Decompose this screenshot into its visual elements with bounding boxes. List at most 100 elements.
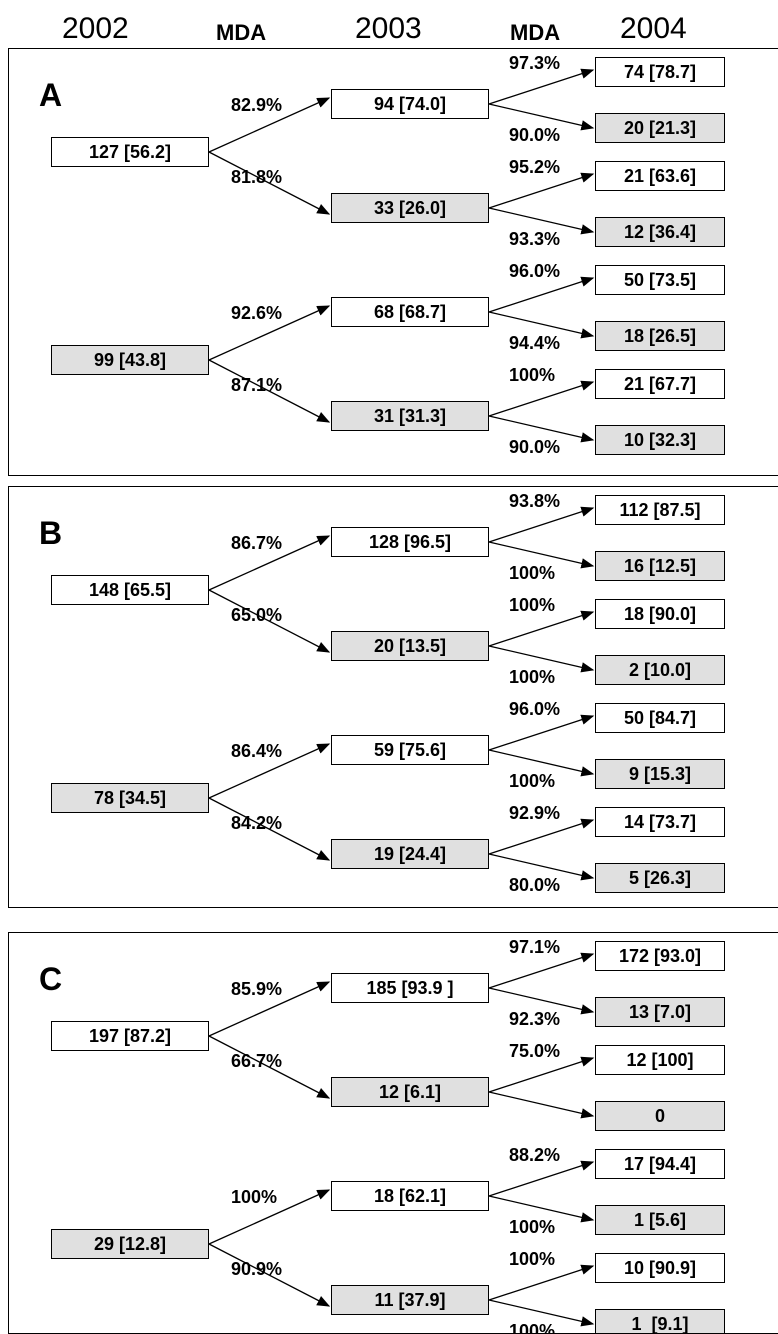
arrow-mid4-to-leaf8 [488,1299,595,1327]
cohort-box-leaf6: 18 [26.5] [595,321,725,351]
cohort-box-leaf3: 12 [100] [595,1045,725,1075]
mda-percent-q4: 93.3% [509,229,561,249]
arrow-mid4-to-leaf7 [488,380,595,417]
arrow-root2-to-mid4 [208,797,331,861]
arrow-root1-to-mid1 [208,981,331,1037]
mda-percent-p3: 100% [231,1187,278,1207]
panel-a: A 127 [56.2] 99 [43.8] 94 [74.0] 33 [26.0] 68… [8,48,778,476]
arrow-mid4-to-leaf7 [488,818,595,855]
header-year-2002: 2002 [62,12,129,45]
cohort-box-root2: 29 [12.8] [51,1229,209,1259]
arrow-layer [208,952,595,1327]
mda-percent-q4: 100% [509,667,556,687]
cohort-box-leaf5: 17 [94.4] [595,1149,725,1179]
mda-percent-q1: 93.8% [509,491,561,511]
cohort-box-mid4: 19 [24.4] [331,839,489,869]
cohort-box-mid2: 12 [6.1] [331,1077,489,1107]
arrow-mid2-to-leaf4 [488,1091,595,1119]
mda-percent-p2: 81.8% [231,167,283,187]
mda-percent-q3: 75.0% [509,1041,561,1061]
cohort-box-mid1: 94 [74.0] [331,89,489,119]
arrow-root1-to-mid1 [208,535,331,591]
cohort-box-root2: 99 [43.8] [51,345,209,375]
mda-percent-p3: 86.4% [231,741,283,761]
mda-percent-q8: 80.0% [509,875,561,895]
arrow-mid2-to-leaf3 [488,172,595,209]
panel-c: C 197 [87.2] 29 [12.8] 185 [93.9 ] 12 [6.1] 1… [8,932,778,1334]
arrow-mid1-to-leaf1 [488,506,595,543]
mda-percent-q5: 96.0% [509,261,561,281]
arrow-mid3-to-leaf5 [488,714,595,751]
cohort-box-leaf5: 50 [84.7] [595,703,725,733]
header-mda-1: MDA [216,20,267,45]
cohort-box-leaf4: 12 [36.4] [595,217,725,247]
mda-percent-q7: 92.9% [509,803,561,823]
cohort-box-root1: 197 [87.2] [51,1021,209,1051]
arrow-layer [208,506,595,881]
mda-percent-p1: 82.9% [231,95,283,115]
arrow-root1-to-mid2 [208,151,331,215]
cohort-box-leaf8: 10 [32.3] [595,425,725,455]
mda-percent-q5: 88.2% [509,1145,561,1165]
mda-percent-p2: 66.7% [231,1051,283,1071]
panel-letter: C [39,961,63,997]
mda-percent-q8: 90.0% [509,437,561,457]
mda-percent-q7: 100% [509,1249,556,1269]
arrow-layer [208,68,595,443]
cohort-box-mid3: 18 [62.1] [331,1181,489,1211]
cohort-box-leaf2: 16 [12.5] [595,551,725,581]
cohort-box-leaf1: 172 [93.0] [595,941,725,971]
cohort-box-mid2: 20 [13.5] [331,631,489,661]
header-mda-2: MDA [510,20,561,45]
cohort-box-leaf1: 112 [87.5] [595,495,725,525]
header-year-2004: 2004 [620,12,687,45]
arrow-mid3-to-leaf5 [488,276,595,313]
arrow-mid3-to-leaf6 [488,1195,595,1223]
arrow-mid3-to-leaf6 [488,749,595,777]
arrow-mid2-to-leaf4 [488,207,595,235]
cohort-box-leaf7: 10 [90.9] [595,1253,725,1283]
arrow-mid4-to-leaf8 [488,415,595,443]
cohort-box-mid3: 59 [75.6] [331,735,489,765]
arrow-root2-to-mid3 [208,1189,331,1245]
cohort-box-leaf5: 50 [73.5] [595,265,725,295]
mda-percent-q8: 100% [509,1321,556,1334]
header-year-2003: 2003 [355,12,422,45]
mda-percent-q3: 95.2% [509,157,561,177]
mda-percent-q2: 100% [509,563,556,583]
arrow-root2-to-mid4 [208,359,331,423]
mda-percent-q1: 97.3% [509,53,561,73]
cohort-box-leaf4: 2 [10.0] [595,655,725,685]
mda-percent-p3: 92.6% [231,303,283,323]
arrow-mid1-to-leaf1 [488,68,595,105]
arrow-mid1-to-leaf1 [488,952,595,989]
arrow-mid3-to-leaf5 [488,1160,595,1197]
cohort-box-leaf7: 21 [67.7] [595,369,725,399]
arrow-mid2-to-leaf4 [488,645,595,673]
mda-percent-q6: 94.4% [509,333,561,353]
mda-percent-q6: 100% [509,771,556,791]
cohort-box-root1: 127 [56.2] [51,137,209,167]
cohort-box-leaf1: 74 [78.7] [595,57,725,87]
arrow-mid2-to-leaf3 [488,1056,595,1093]
arrow-mid1-to-leaf2 [488,987,595,1015]
arrow-root2-to-mid3 [208,305,331,361]
arrow-root1-to-mid1 [208,97,331,153]
mda-percent-p2: 65.0% [231,605,283,625]
mda-percent-p4: 87.1% [231,375,283,395]
arrow-root1-to-mid2 [208,589,331,653]
cohort-box-mid1: 185 [93.9 ] [331,973,489,1003]
mda-percent-p4: 90.9% [231,1259,283,1279]
cohort-box-leaf2: 13 [7.0] [595,997,725,1027]
cohort-box-leaf8: 5 [26.3] [595,863,725,893]
mda-percent-p4: 84.2% [231,813,283,833]
cohort-box-mid4: 11 [37.9] [331,1285,489,1315]
cohort-box-mid4: 31 [31.3] [331,401,489,431]
arrow-root1-to-mid2 [208,1035,331,1099]
panel-letter: B [39,515,63,551]
mda-percent-p1: 85.9% [231,979,283,999]
cohort-box-leaf4: 0 [595,1101,725,1131]
cohort-box-mid2: 33 [26.0] [331,193,489,223]
cohort-box-leaf3: 18 [90.0] [595,599,725,629]
arrow-mid1-to-leaf2 [488,541,595,569]
